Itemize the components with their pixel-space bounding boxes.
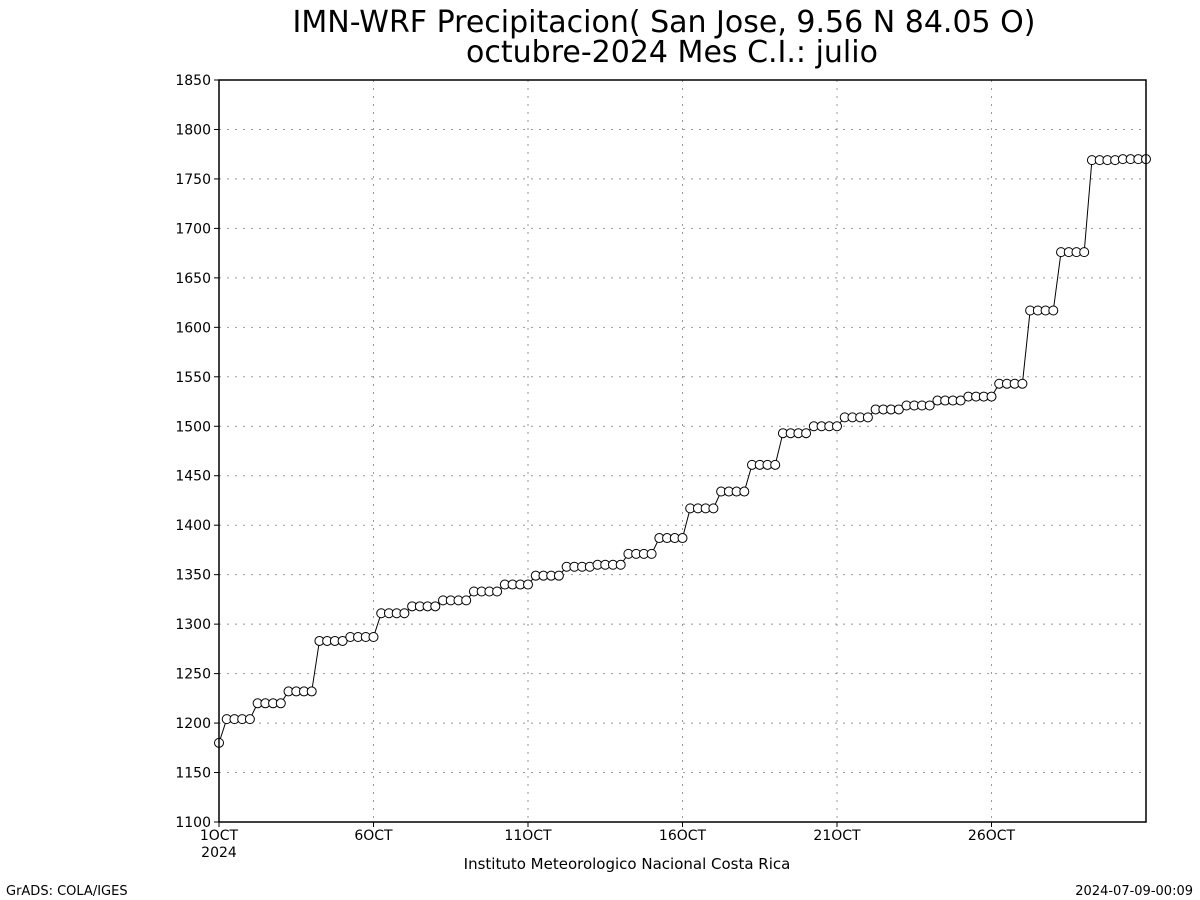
y-tick-label: 1100: [175, 815, 211, 831]
data-point: [708, 503, 719, 514]
data-point: [244, 714, 255, 725]
timestamp: 2024-07-09-00:09: [1075, 884, 1193, 899]
institution-label: Instituto Meteorologico Nacional Costa R…: [464, 855, 791, 873]
data-point: [646, 548, 657, 559]
data-point: [770, 459, 781, 470]
series-layer: [214, 154, 1151, 748]
data-point: [832, 421, 842, 432]
chart-title: IMN-WRF Precipitacion( San Jose, 9.56 N …: [293, 5, 1036, 40]
data-point: [553, 570, 564, 581]
data-point: [275, 698, 286, 709]
y-axis-ticks: 1100 1150 1200 1250 1300 1350 1400 1450 1500 1550…: [175, 73, 219, 831]
data-point: [739, 486, 750, 497]
data-point: [337, 635, 348, 646]
y-tick-label: 1650: [175, 271, 211, 287]
y-tick-label: 1800: [175, 122, 211, 138]
data-point: [955, 395, 966, 406]
data-point: [1048, 305, 1059, 316]
data-point: [1017, 378, 1028, 389]
y-tick-label: 1150: [175, 766, 211, 782]
grads-credit: GrADS: COLA/IGES: [6, 884, 128, 899]
y-tick-label: 1600: [175, 320, 211, 336]
x-tick-label: 6OCT: [354, 828, 393, 844]
data-point: [986, 391, 997, 402]
data-point: [430, 601, 441, 612]
data-point: [368, 631, 379, 642]
data-point: [399, 608, 410, 619]
data-point: [461, 595, 472, 606]
x-tick-label: 16OCT: [659, 828, 707, 844]
y-tick-label: 1250: [175, 667, 211, 683]
plot-frame: [218, 79, 1147, 823]
data-point: [492, 586, 503, 597]
chart-subtitle: octubre-2024 Mes C.I.: julio: [466, 35, 878, 70]
x-tick-label: 26OCT: [968, 828, 1016, 844]
x-tick-label: 1OCT: [200, 828, 239, 844]
data-point: [801, 428, 812, 439]
data-point: [924, 400, 935, 411]
data-point: [523, 579, 533, 590]
y-tick-label: 1200: [175, 716, 211, 732]
series-line: [218, 158, 1146, 744]
y-tick-label: 1500: [175, 419, 211, 435]
y-tick-label: 1400: [175, 518, 211, 534]
data-point: [615, 559, 626, 570]
data-point: [306, 686, 317, 697]
x-tick-sublabel: 2024: [201, 845, 237, 861]
y-tick-label: 1850: [175, 73, 211, 89]
x-tick-label: 21OCT: [813, 828, 861, 844]
y-tick-label: 1300: [175, 617, 211, 633]
y-tick-label: 1550: [175, 370, 211, 386]
data-point: [893, 404, 904, 415]
y-tick-label: 1450: [175, 469, 211, 485]
y-tick-label: 1700: [175, 221, 211, 237]
y-tick-label: 1350: [175, 568, 211, 584]
x-tick-label: 11OCT: [504, 828, 552, 844]
data-point: [1079, 247, 1090, 258]
grid-lines: [219, 80, 1146, 822]
data-point: [677, 533, 688, 544]
y-tick-label: 1750: [175, 172, 211, 188]
data-point: [862, 412, 873, 423]
